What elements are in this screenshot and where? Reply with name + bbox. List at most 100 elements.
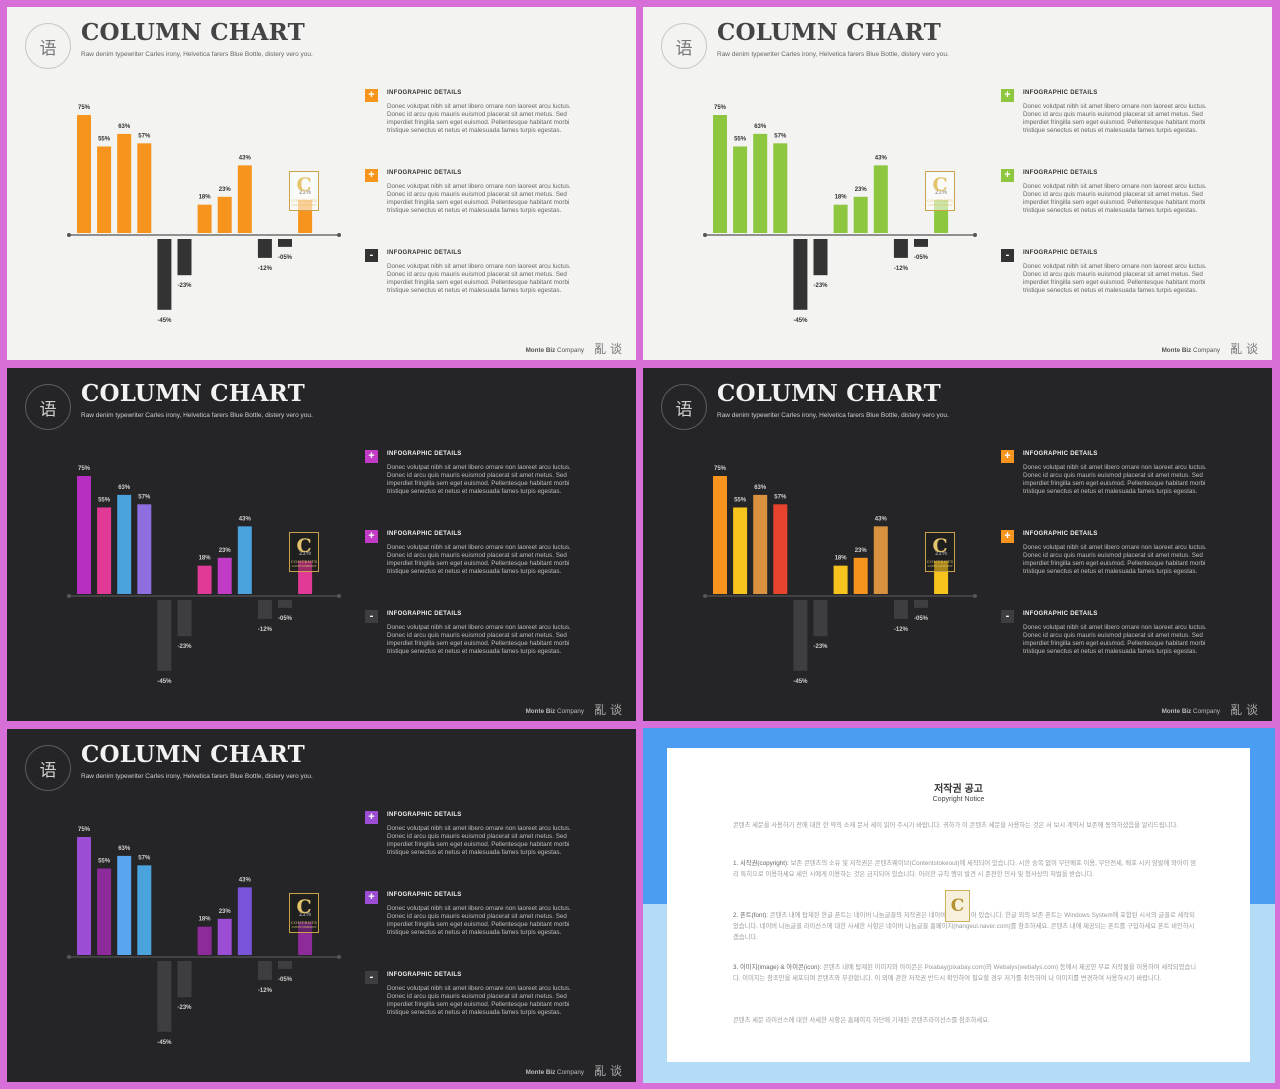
badge-letter: C <box>296 535 312 557</box>
chart-bar <box>833 204 848 233</box>
chart-data-label: -23% <box>813 283 828 289</box>
column-chart: 75%55%63%57%-45%-23%18%23%43%-12%-05%21%… <box>67 452 352 698</box>
footer-brand-name: Monte Biz <box>525 708 556 715</box>
chart-bar <box>893 239 908 258</box>
column-chart: 75%55%63%57%-45%-23%18%23%43%-12%-05%21%… <box>703 91 988 337</box>
chart-data-label: 57% <box>138 133 151 139</box>
plus-icon[interactable]: + <box>365 450 378 463</box>
plus-icon[interactable]: + <box>365 530 378 543</box>
chart-data-label: -05% <box>278 616 293 622</box>
detail-title: INFOGRAPHIC DETAILS <box>1023 611 1098 617</box>
footer-company: Company <box>1193 708 1220 715</box>
chart-bar <box>278 961 292 969</box>
notice-section-copyright: 1. 서작권(copyright): 보존 콘텐츠의 소유 및 저작권은 콘텐츠… <box>733 858 1198 880</box>
chart-bar <box>157 239 172 310</box>
column-chart-slide: 语 COLUMN CHART Raw denim typewriter Carles… <box>7 7 636 360</box>
detail-title: INFOGRAPHIC DETAILS <box>387 611 462 617</box>
chart-data-label: -45% <box>157 1040 172 1046</box>
plus-icon[interactable]: + <box>365 811 378 824</box>
chart-bar <box>914 600 928 608</box>
chart-data-label: 23% <box>855 548 868 554</box>
footer-brand: Monte Biz Company <box>526 1069 584 1076</box>
detail-title: INFOGRAPHIC DETAILS <box>1023 170 1098 176</box>
notice-paper: 저작권 공고 Copyright Notice 콘텐츠 세문을 사용하기 전에 … <box>667 748 1250 1062</box>
slide-title: COLUMN CHART <box>717 19 941 46</box>
chart-data-label: -05% <box>914 616 929 622</box>
axis-end-dot <box>973 233 977 237</box>
chart-bar <box>713 115 727 233</box>
contents-badge: C CONTENTS LOVECOMPANY <box>289 893 320 933</box>
chart-bar <box>298 921 313 955</box>
chart-bar <box>177 961 192 998</box>
footer-brand-name: Monte Biz <box>1161 347 1192 354</box>
chart-data-label: -12% <box>894 266 909 272</box>
chart-bar <box>773 504 788 594</box>
chart-data-label: -45% <box>157 679 172 685</box>
chart-data-label: 18% <box>199 195 212 201</box>
plus-icon[interactable]: + <box>1001 169 1014 182</box>
chart-data-label: 63% <box>754 485 767 491</box>
chart-bar <box>853 557 868 594</box>
badge-line1: CONTENTS <box>290 198 318 203</box>
chart-bar <box>177 239 192 276</box>
plus-icon[interactable]: + <box>365 89 378 102</box>
notice-section-font: 2. 폰트(font): 콘텐츠 내에 탑재된 한글 폰트는 네이버 나눔글꼴의… <box>733 910 1198 943</box>
chart-bar <box>217 196 232 233</box>
chart-data-label: 55% <box>734 136 747 142</box>
chart-data-label: 55% <box>98 497 111 503</box>
chart-bar <box>257 600 272 619</box>
slide-title: COLUMN CHART <box>81 19 305 46</box>
chart-bar <box>833 565 848 594</box>
chart-bar <box>237 887 252 955</box>
chart-data-label: 18% <box>199 556 212 562</box>
minus-icon[interactable]: - <box>365 610 378 623</box>
detail-body: Donec volutpat nibh sit amet libero orna… <box>1023 624 1207 655</box>
chart-bar <box>733 507 748 594</box>
slide-subtitle: Raw denim typewriter Carles irony, Helve… <box>717 51 949 58</box>
chart-data-label: 63% <box>118 485 131 491</box>
badge-line2: LOVECOMPANY <box>291 203 317 207</box>
chart-svg: 75%55%63%57%-45%-23%18%23%43%-12%-05%21% <box>703 105 977 324</box>
plus-icon[interactable]: + <box>1001 450 1014 463</box>
plus-icon[interactable]: + <box>365 169 378 182</box>
chart-data-label: 57% <box>774 133 787 139</box>
badge-line2: LOVECOMPANY <box>927 564 953 568</box>
detail-body: Donec volutpat nibh sit amet libero orna… <box>1023 263 1207 294</box>
plus-icon[interactable]: + <box>1001 89 1014 102</box>
footer-brand-name: Monte Biz <box>525 1069 556 1076</box>
contents-badge: C CONTENTS LOVECOMPANY <box>925 171 956 211</box>
chart-bar <box>157 961 172 1032</box>
chart-bar <box>237 526 252 594</box>
chart-data-label: 63% <box>118 124 131 130</box>
detail-title: INFOGRAPHIC DETAILS <box>387 250 462 256</box>
detail-body: Donec volutpat nibh sit amet libero orna… <box>1023 464 1207 495</box>
axis-end-dot <box>973 594 977 598</box>
chart-bar <box>237 165 252 233</box>
chart-bar <box>257 961 272 980</box>
chart-data-label: -05% <box>278 255 293 261</box>
chart-bar <box>893 600 908 619</box>
chart-data-label: 75% <box>78 466 91 472</box>
detail-title: INFOGRAPHIC DETAILS <box>1023 250 1098 256</box>
badge-letter: C <box>296 896 312 918</box>
plus-icon[interactable]: + <box>365 891 378 904</box>
chart-bar <box>873 526 888 594</box>
footer-logo-icon: 亂 谈 <box>594 703 622 717</box>
axis-end-dot <box>337 594 341 598</box>
badge-line1: CONTENTS <box>290 559 318 564</box>
chart-data-label: -12% <box>258 988 273 994</box>
detail-title: INFOGRAPHIC DETAILS <box>1023 531 1098 537</box>
plus-icon[interactable]: + <box>1001 530 1014 543</box>
chart-data-label: -23% <box>177 1005 192 1011</box>
column-chart: 75%55%63%57%-45%-23%18%23%43%-12%-05%21%… <box>67 813 352 1059</box>
notice-section-image: 3. 이미지(image) & 아이콘(icon): 콘텐츠 내에 탑재된 이미… <box>733 962 1198 984</box>
column-chart: 75%55%63%57%-45%-23%18%23%43%-12%-05%21%… <box>703 452 988 698</box>
minus-icon[interactable]: - <box>365 249 378 262</box>
minus-icon[interactable]: - <box>1001 610 1014 623</box>
chart-svg: 75%55%63%57%-45%-23%18%23%43%-12%-05%21% <box>703 466 977 685</box>
minus-icon[interactable]: - <box>1001 249 1014 262</box>
minus-icon[interactable]: - <box>365 971 378 984</box>
detail-body: Donec volutpat nibh sit amet libero orna… <box>387 825 571 856</box>
chart-bar <box>177 600 192 637</box>
chart-bar <box>793 600 808 671</box>
